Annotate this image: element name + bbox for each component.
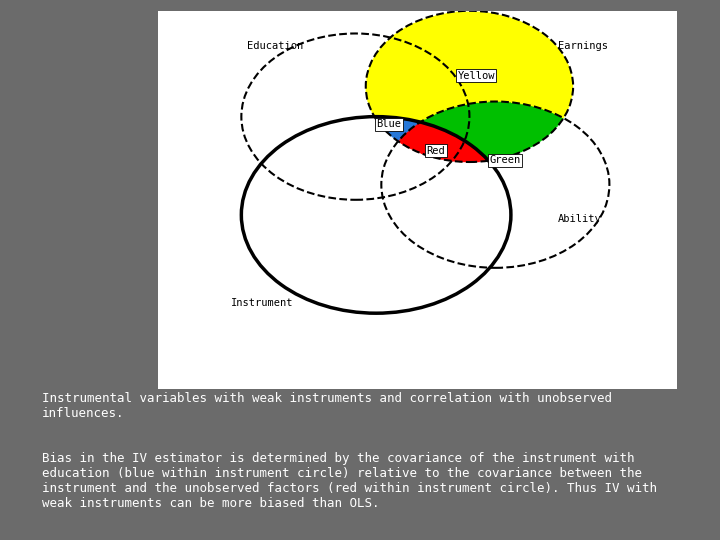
Text: Earnings: Earnings [557, 40, 608, 51]
Text: Instrumental variables with weak instruments and correlation with unobserved
inf: Instrumental variables with weak instrum… [42, 392, 612, 420]
Text: Bias in the IV estimator is determined by the covariance of the instrument with
: Bias in the IV estimator is determined b… [42, 453, 657, 510]
Text: Yellow: Yellow [457, 71, 495, 81]
Text: Education: Education [246, 40, 303, 51]
Text: Ability: Ability [557, 214, 601, 225]
Text: Green: Green [489, 155, 521, 165]
Text: Red: Red [426, 146, 445, 156]
Text: Instrument: Instrument [231, 298, 294, 308]
Text: Blue: Blue [377, 119, 402, 129]
